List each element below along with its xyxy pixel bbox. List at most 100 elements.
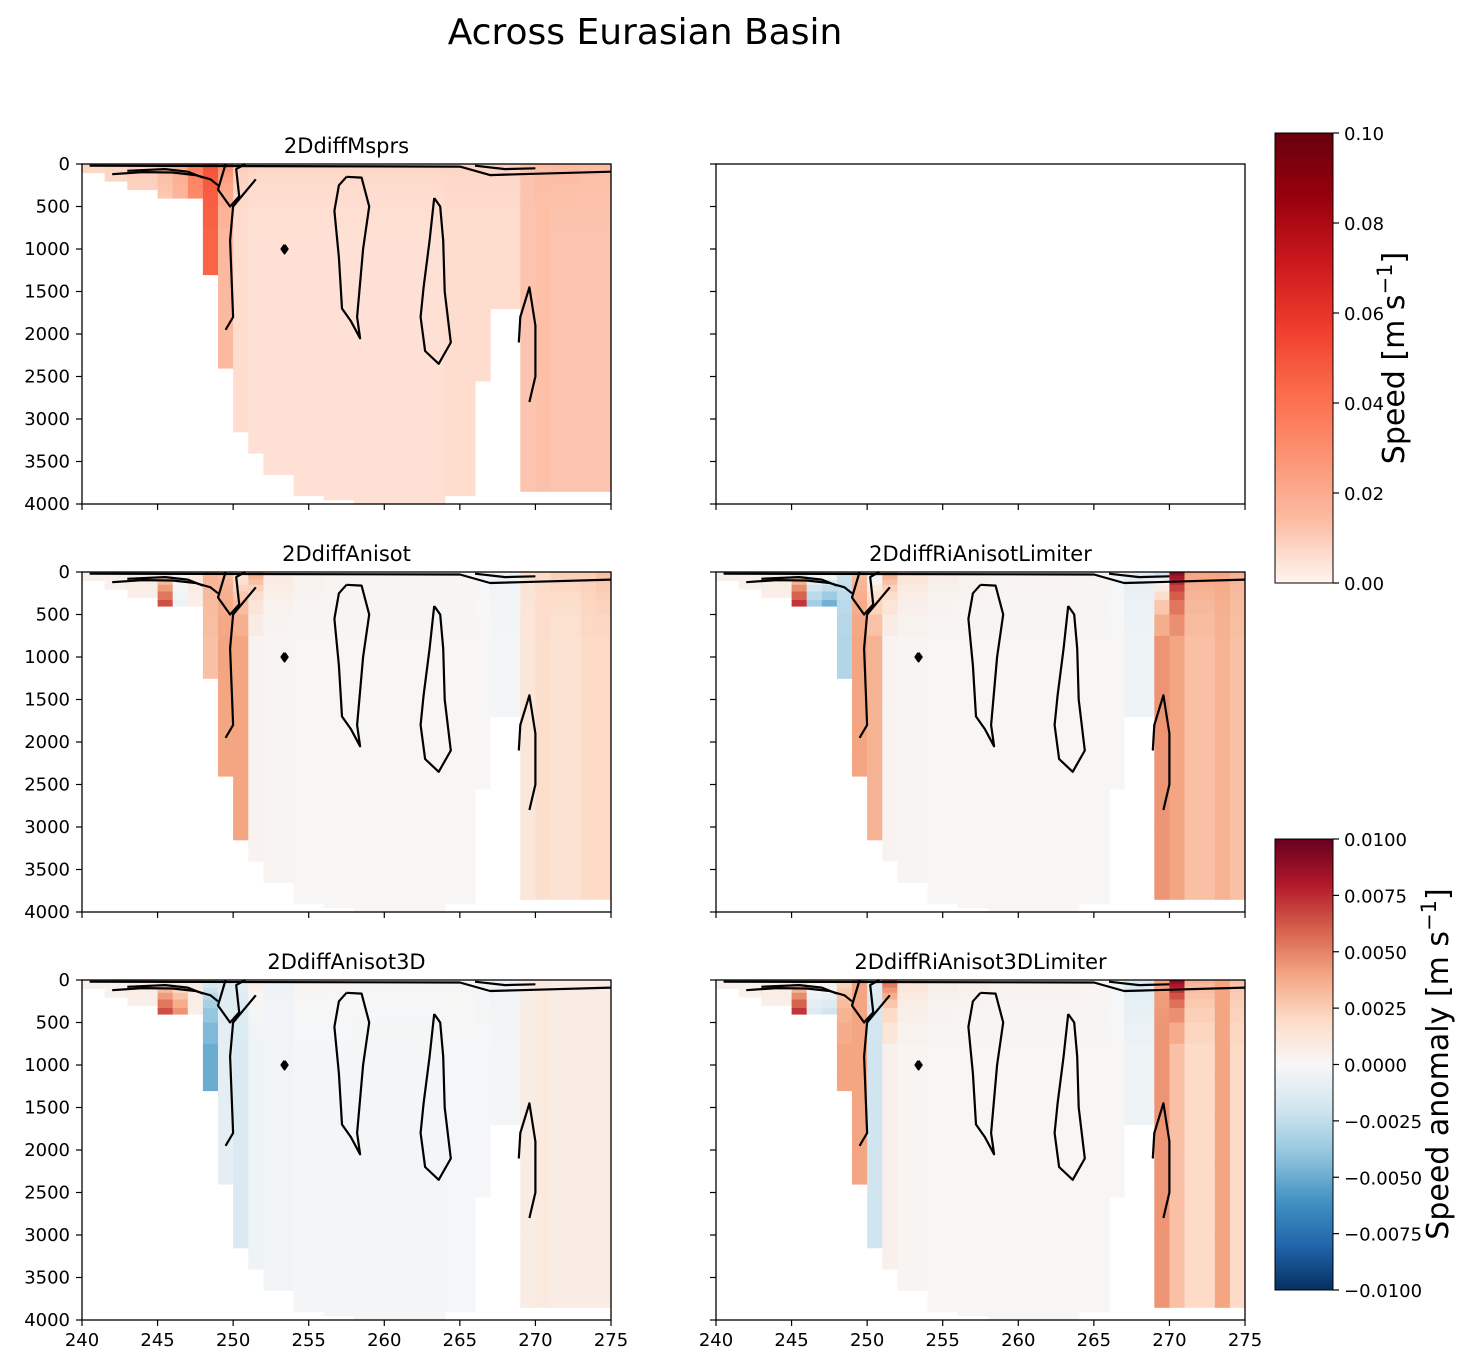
- heatmap-cell: [1214, 1073, 1231, 1117]
- heatmap-cell: [248, 1167, 264, 1236]
- heatmap-cell: [218, 999, 234, 1009]
- x-tick-label: 255: [292, 1330, 326, 1351]
- heatmap-cell: [444, 584, 476, 593]
- heatmap-cell: [791, 591, 808, 601]
- heatmap-cell: [354, 176, 446, 185]
- contour-surface-1: [746, 987, 853, 1003]
- heatmap-cell: [1214, 987, 1231, 994]
- heatmap-cell: [1214, 1235, 1231, 1308]
- heatmap-cell: [988, 992, 1080, 1001]
- y-tick-label: 3000: [24, 1225, 70, 1246]
- heatmap-cell: [475, 1073, 491, 1117]
- heatmap-cell: [1229, 1008, 1246, 1024]
- heatmap-cell: [867, 708, 883, 760]
- y-tick-label: 2500: [24, 775, 70, 796]
- heatmap-cell: [202, 1073, 219, 1092]
- heatmap-cell: [988, 665, 1080, 709]
- heatmap-cell: [127, 987, 159, 994]
- contour-slope: [224, 178, 257, 331]
- heatmap-cell: [867, 983, 883, 989]
- heatmap-cell: [867, 635, 883, 667]
- contour-deep-loop-1: [333, 583, 371, 748]
- heatmap-cell: [1124, 1008, 1155, 1024]
- heatmap-cell: [957, 827, 989, 909]
- heatmap-cell: [444, 614, 476, 637]
- heatmap-cell: [293, 1073, 325, 1117]
- heatmap-cell: [580, 176, 597, 185]
- colorbar-tick-label: 0.10: [1344, 124, 1384, 145]
- heatmap-cell: [354, 1116, 446, 1168]
- heatmap-cell: [882, 1235, 898, 1270]
- heatmap-cell: [520, 614, 536, 637]
- heatmap-cell: [104, 983, 128, 989]
- heatmap-cell: [1078, 983, 1110, 989]
- heatmap-cell: [248, 665, 264, 709]
- heatmap-cell: [1184, 759, 1216, 828]
- heatmap-cell: [1184, 999, 1216, 1009]
- heatmap-cell: [988, 1073, 1080, 1117]
- heatmap-cell: [475, 614, 491, 637]
- heatmap-cell: [218, 987, 234, 994]
- heatmap-cell: [263, 171, 295, 178]
- heatmap-cell: [882, 983, 898, 989]
- heatmap-cell: [927, 1167, 959, 1236]
- heatmap-cell: [535, 1008, 552, 1024]
- heatmap-cell: [1214, 827, 1231, 900]
- heatmap-cell: [988, 1022, 1080, 1045]
- heatmap-cell: [354, 1073, 446, 1117]
- colorbar-tick-label: 0.06: [1344, 304, 1384, 325]
- heatmap-cell: [1078, 999, 1110, 1009]
- heatmap-cell: [806, 1008, 823, 1015]
- panel-2DdiffAnisot3D: 2DdiffAnisot3D 240 245 250 255 260 265 270 275 0 5…: [24, 950, 628, 1351]
- heatmap-cell: [580, 614, 597, 637]
- heatmap-cell: [490, 1043, 521, 1075]
- contour-lines: [723, 571, 1246, 811]
- heatmap-cell: [263, 167, 295, 173]
- contour-surface-3: [723, 572, 1246, 585]
- heatmap-cell: [475, 300, 491, 352]
- heatmap-cell: [293, 665, 325, 709]
- heatmap-cell: [1184, 614, 1216, 637]
- heatmap-cell: [957, 1235, 989, 1317]
- heatmap-cell: [157, 176, 174, 185]
- heatmap-cell: [293, 600, 325, 616]
- heatmap-cell: [550, 575, 582, 581]
- heatmap-cell: [1229, 579, 1246, 586]
- heatmap-cell: [595, 665, 612, 709]
- heatmap-cell: [157, 1008, 174, 1015]
- contour-shelf-loop: [216, 979, 246, 1024]
- heatmap-cell: [323, 983, 355, 989]
- heatmap-cell: [490, 1008, 521, 1024]
- heatmap-cell: [490, 1073, 521, 1117]
- heatmap-cell: [897, 600, 929, 616]
- heatmap-cell: [927, 584, 959, 593]
- heatmap-cell: [233, 257, 249, 301]
- heatmap-cell: [595, 419, 612, 492]
- heatmap-cell: [293, 999, 325, 1009]
- heatmap-cell: [1124, 980, 1155, 984]
- heatmap-cell: [263, 1116, 295, 1168]
- heatmap-cell: [187, 584, 204, 593]
- contour-deep-loop-3: [1151, 694, 1171, 811]
- heatmap-cell: [550, 579, 582, 586]
- heatmap-cell: [1214, 1008, 1231, 1024]
- heatmap-cell: [580, 1073, 597, 1117]
- heatmap-cell: [595, 614, 612, 637]
- heatmap-cell: [1078, 759, 1110, 828]
- heatmap-cell: [852, 987, 868, 994]
- heatmap-cell: [1169, 635, 1186, 667]
- heatmap-cell: [233, 1022, 249, 1045]
- colorbar-tick-label: 0.0100: [1344, 830, 1407, 851]
- heatmap-cell: [1078, 1167, 1110, 1236]
- heatmap-cell: [1078, 1235, 1110, 1313]
- heatmap-cell: [323, 1167, 355, 1236]
- heatmap-cell: [988, 1235, 1080, 1321]
- heatmap-cell: [82, 983, 106, 989]
- heatmap-cell: [1214, 983, 1231, 989]
- heatmap-cell: [595, 1073, 612, 1117]
- heatmap-cell: [323, 1022, 355, 1045]
- heatmap-cell: [716, 579, 740, 582]
- heatmap-cell: [520, 665, 536, 709]
- x-tick-label: 250: [216, 1330, 250, 1351]
- heatmap-cell: [490, 584, 521, 593]
